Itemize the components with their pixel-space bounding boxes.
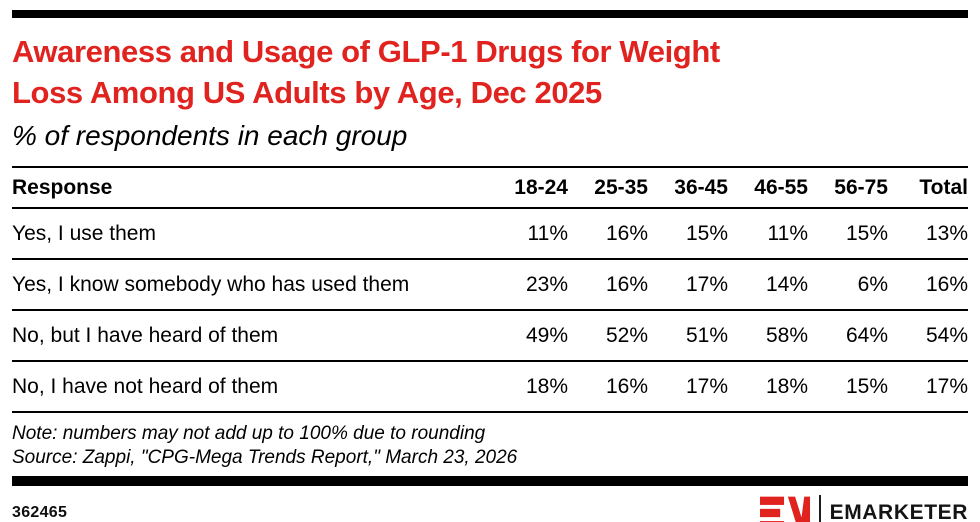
table-row: Yes, I use them 11% 16% 15% 11% 15% 13% [12,208,968,260]
value-cell: 58% [728,310,808,362]
title-line-2: Loss Among US Adults by Age, Dec 2025 [12,75,602,110]
value-cell: 18% [728,361,808,413]
value-cell: 16% [888,259,968,311]
value-cell: 16% [568,259,648,311]
value-cell: 52% [568,310,648,362]
emarketer-logo: EMARKETER [759,494,968,522]
table-body: Yes, I use them 11% 16% 15% 11% 15% 13% Yes, I … [12,208,968,413]
table-row: Yes, I know somebody who has used them 23… [12,259,968,311]
value-cell: 15% [648,208,728,260]
column-header: 36-45 [648,166,728,209]
chart-subtitle: % of respondents in each group [12,120,408,151]
em-logo-icon [759,496,810,522]
response-label: No, but I have heard of them [12,310,488,362]
value-cell: 11% [488,208,568,260]
column-header: 25-35 [568,166,648,209]
value-cell: 64% [808,310,888,362]
value-cell: 11% [728,208,808,260]
top-accent-bar [12,10,968,18]
column-header: 56-75 [808,166,888,209]
note-text: Note: numbers may not add up to 100% due… [12,423,486,444]
value-cell: 18% [488,361,568,413]
value-cell: 14% [728,259,808,311]
value-cell: 6% [808,259,888,311]
response-label: Yes, I use them [12,208,488,260]
logo-divider [818,494,821,522]
response-label: No, I have not heard of them [12,361,488,413]
table-row: No, but I have heard of them 49% 52% 51% 58%… [12,310,968,362]
column-header: 18-24 [488,166,568,209]
bottom-accent-bar [12,476,968,486]
value-cell: 54% [888,310,968,362]
title-line-1: Awareness and Usage of GLP-1 Drugs for W… [12,34,720,69]
response-label: Yes, I know somebody who has used them [12,259,488,311]
page-title: Awareness and Usage of GLP-1 Drugs for W… [12,31,968,113]
footer: 362465 EMARKETER [12,493,968,522]
value-cell: 17% [648,259,728,311]
value-cell: 15% [808,208,888,260]
column-header: Total [888,166,968,209]
value-cell: 16% [568,208,648,260]
column-header: 46-55 [728,166,808,209]
data-table: Response 18-24 25-35 36-45 46-55 56-75 Total … [12,166,968,413]
table-header-row: Response 18-24 25-35 36-45 46-55 56-75 Total [12,166,968,209]
value-cell: 17% [648,361,728,413]
value-cell: 49% [488,310,568,362]
value-cell: 51% [648,310,728,362]
value-cell: 13% [888,208,968,260]
brand-name: EMARKETER [829,501,968,522]
value-cell: 23% [488,259,568,311]
response-column-header: Response [12,166,488,209]
value-cell: 16% [568,361,648,413]
chart-id: 362465 [12,504,68,521]
source-text: Source: Zappi, "CPG-Mega Trends Report,"… [12,447,518,468]
table-row: No, I have not heard of them 18% 16% 17% 18%… [12,361,968,413]
value-cell: 17% [888,361,968,413]
value-cell: 15% [808,361,888,413]
